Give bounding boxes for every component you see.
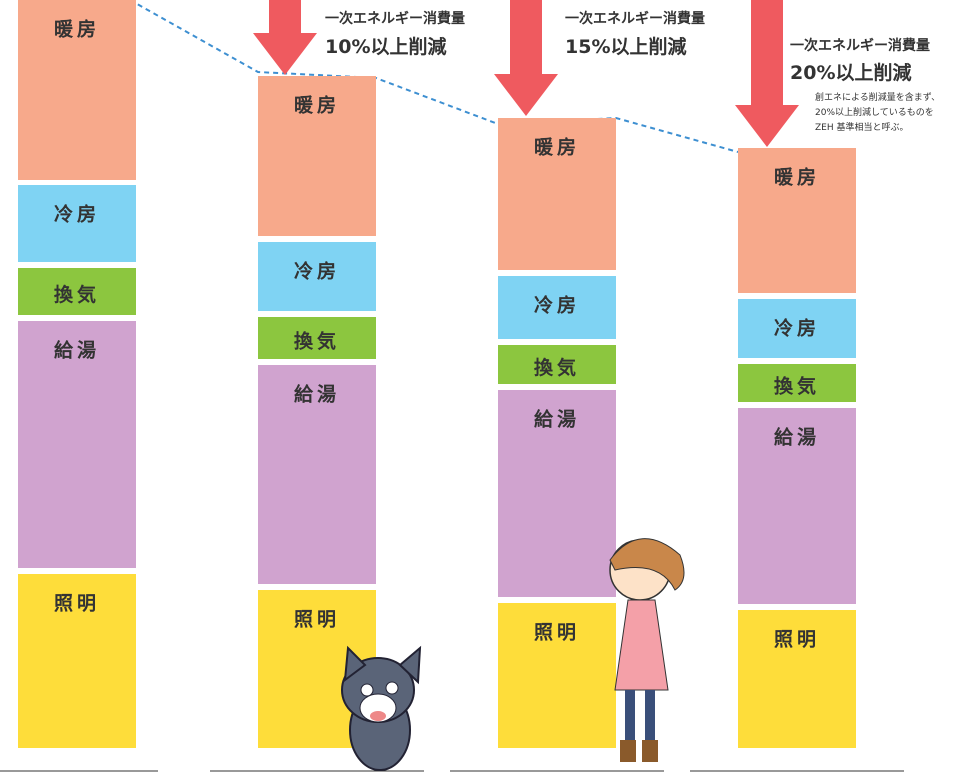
segment xyxy=(738,148,856,293)
segment-label: 換気 xyxy=(54,283,100,306)
segment xyxy=(18,268,136,315)
segment-label: 換気 xyxy=(534,356,580,379)
trend-line xyxy=(129,0,739,153)
segment xyxy=(738,408,856,604)
reduction-amount: 20%以上削減 xyxy=(790,61,911,84)
segment xyxy=(258,242,376,311)
segment xyxy=(498,276,616,339)
segment-label: 給湯 xyxy=(54,339,100,362)
segment-label: 暖房 xyxy=(294,94,340,117)
girl xyxy=(609,538,685,762)
segment-label: 換気 xyxy=(294,330,340,353)
segment-label: 冷房 xyxy=(774,317,820,340)
dog xyxy=(341,645,422,771)
segment xyxy=(498,118,616,270)
segment-label: 給湯 xyxy=(294,383,340,406)
segment-label: 暖房 xyxy=(54,18,100,41)
note-line: 創エネによる削減量を含まず、 xyxy=(815,91,940,103)
reduction-label: 一次エネルギー消費量 xyxy=(325,10,465,27)
segment-label: 照明 xyxy=(774,629,820,651)
segment xyxy=(258,76,376,236)
segment xyxy=(258,317,376,359)
segment-label: 給湯 xyxy=(534,408,580,431)
segment xyxy=(498,603,616,748)
note-line: 20%以上削減しているものを xyxy=(815,106,934,118)
reduction-arrow xyxy=(494,0,558,116)
segment xyxy=(498,345,616,384)
segment-label: 照明 xyxy=(54,593,100,615)
reduction-label: 一次エネルギー消費量 xyxy=(790,37,930,54)
segment xyxy=(738,610,856,748)
reduction-label: 一次エネルギー消費量 xyxy=(565,10,705,27)
reduction-arrow xyxy=(253,0,317,75)
segment-label: 給湯 xyxy=(774,426,820,449)
segment-label: 照明 xyxy=(534,622,580,644)
segment-label: 暖房 xyxy=(774,166,820,189)
segment xyxy=(18,321,136,568)
segment xyxy=(498,390,616,597)
segment-label: 暖房 xyxy=(534,136,580,159)
segment xyxy=(18,0,136,180)
segment-label: 照明 xyxy=(294,609,340,631)
segment xyxy=(738,299,856,358)
reduction-amount: 10%以上削減 xyxy=(325,35,446,58)
segment xyxy=(18,185,136,262)
segment-label: 冷房 xyxy=(534,294,580,317)
segment xyxy=(738,364,856,402)
segment xyxy=(258,365,376,584)
segment xyxy=(18,574,136,748)
segment-label: 冷房 xyxy=(54,203,100,226)
reduction-arrow xyxy=(735,0,799,147)
note-line: ZEH 基準相当と呼ぶ。 xyxy=(815,121,908,133)
segment-label: 冷房 xyxy=(294,260,340,283)
segment-label: 換気 xyxy=(774,375,820,398)
reduction-amount: 15%以上削減 xyxy=(565,35,686,58)
